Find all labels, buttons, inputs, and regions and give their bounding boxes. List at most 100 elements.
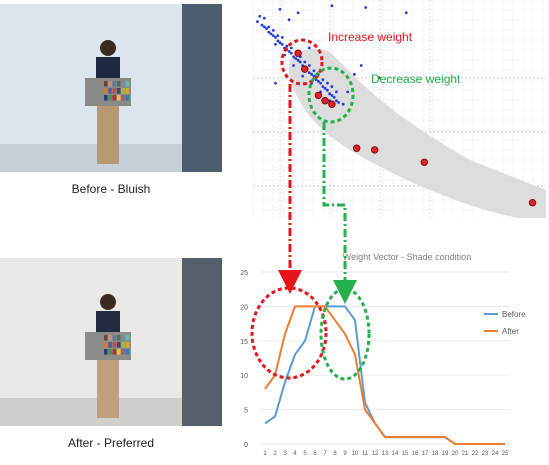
series-line-after <box>264 305 505 445</box>
person-head <box>100 294 116 310</box>
checker-patch <box>125 342 130 348</box>
line-chart-grid <box>260 271 510 445</box>
scatter-point-red <box>314 91 323 100</box>
color-checker-patches <box>104 335 130 355</box>
scatter-point-blue <box>269 32 273 36</box>
scatter-point-blue <box>278 7 282 11</box>
scatter-point-red <box>321 96 329 105</box>
x-axis-ticks: 1 2 3 4 5 6 7 8 9 10 11 12 13 14 15 16 17 18 19 20 21 22 23 24 2… <box>263 451 509 457</box>
scatter-point-blue <box>280 36 284 39</box>
scatter-point-red <box>352 144 361 152</box>
increase-ellipse-scatter <box>280 38 324 86</box>
x-tick-label: 15 <box>402 451 409 457</box>
x-tick-label: 22 <box>472 451 479 457</box>
x-tick-label: 10 <box>352 451 359 457</box>
scatter-point-blue <box>312 74 316 78</box>
y-axis-ticks: 0 5 10 15 20 25 <box>240 270 248 449</box>
x-tick-label: 16 <box>412 451 419 457</box>
x-tick-label: 8 <box>333 451 337 457</box>
weight-line-chart: Weight Vector - Shade condition 05101520… <box>240 252 526 457</box>
scatter-point-red <box>528 198 537 207</box>
checker-patch <box>108 81 112 87</box>
scatter-point-blue <box>278 41 282 45</box>
checker-patch <box>108 95 112 101</box>
scatter-point-blue <box>330 4 334 8</box>
photo-floor <box>0 144 182 172</box>
scatter-point-blue <box>301 74 304 78</box>
line-series <box>264 305 505 445</box>
x-tick-label: 19 <box>442 451 449 457</box>
scatter-point-blue <box>353 72 356 76</box>
chart-title: Weight Vector - Shade condition <box>343 252 471 262</box>
photo-wall <box>0 4 182 144</box>
x-tick-label: 24 <box>492 451 499 457</box>
scatter-point-blue <box>332 95 336 99</box>
scatter-point-blue <box>294 57 298 60</box>
checker-patch <box>125 349 130 355</box>
checker-patch <box>104 349 108 355</box>
x-tick-label: 3 <box>283 451 287 457</box>
scatter-point-blue <box>262 25 266 29</box>
checker-patch <box>108 335 112 341</box>
scatter-point-blue <box>321 85 325 88</box>
x-tick-label: 18 <box>432 451 439 457</box>
checker-patch <box>116 349 121 355</box>
scatter-point-blue <box>337 101 340 104</box>
checker-patch <box>121 88 125 94</box>
scatter-point-blue <box>287 18 291 22</box>
checker-patch <box>116 342 121 348</box>
scatter-point-blue <box>256 20 259 23</box>
y-tick-label: 0 <box>244 442 248 449</box>
after-photo-image <box>0 258 222 426</box>
checker-patch <box>112 349 117 355</box>
checker-patch <box>112 335 117 341</box>
scatter-point-blue <box>271 29 275 32</box>
x-tick-label: 1 <box>263 451 267 457</box>
scatter-point-blue <box>274 36 277 39</box>
x-tick-label: 6 <box>313 451 317 457</box>
photo-floor <box>0 398 182 426</box>
scatter-point-red <box>294 49 302 57</box>
y-tick-label: 15 <box>240 339 248 346</box>
before-caption: Before - Bluish <box>71 182 151 196</box>
x-tick-label: 9 <box>343 451 347 457</box>
person-head <box>100 40 116 56</box>
scatter-red-points <box>294 49 537 207</box>
scatter-point-blue <box>330 85 334 88</box>
scatter-point-blue <box>267 30 271 34</box>
scatter-point-blue <box>292 55 295 59</box>
increase-ellipse-chart <box>250 286 328 380</box>
checker-patch <box>108 349 112 355</box>
checker-patch <box>104 342 108 348</box>
checker-patch <box>104 335 108 341</box>
decrease-arrow <box>322 122 357 304</box>
checker-patch <box>116 95 121 101</box>
checker-patch <box>108 342 112 348</box>
scatter-point-blue <box>364 6 368 9</box>
scatter-point-blue <box>276 39 280 43</box>
x-tick-label: 12 <box>372 451 379 457</box>
x-tick-label: 25 <box>502 451 509 457</box>
x-tick-label: 23 <box>482 451 489 457</box>
before-photo <box>0 4 222 172</box>
scatter-point-blue <box>341 102 345 106</box>
scatter-point-blue <box>296 58 300 62</box>
scatter-point-blue <box>323 87 327 90</box>
scatter-point-red <box>420 158 428 166</box>
scatter-point-blue <box>258 14 262 18</box>
scatter-point-blue <box>265 27 268 30</box>
decrease-ellipse-chart <box>319 287 371 381</box>
chart-legend: Before After <box>484 310 526 336</box>
x-tick-label: 21 <box>462 451 469 457</box>
scatter-point-blue <box>328 92 331 96</box>
checker-patch <box>121 342 125 348</box>
checker-patch <box>116 88 121 94</box>
checker-patch <box>121 81 125 87</box>
checker-patch <box>125 88 130 94</box>
x-tick-label: 14 <box>392 451 399 457</box>
scatter-point-blue <box>319 81 322 85</box>
checker-patch <box>112 342 117 348</box>
checker-patch <box>125 335 130 341</box>
scatter-point-blue <box>271 34 275 37</box>
scatter-point-blue <box>280 43 284 46</box>
